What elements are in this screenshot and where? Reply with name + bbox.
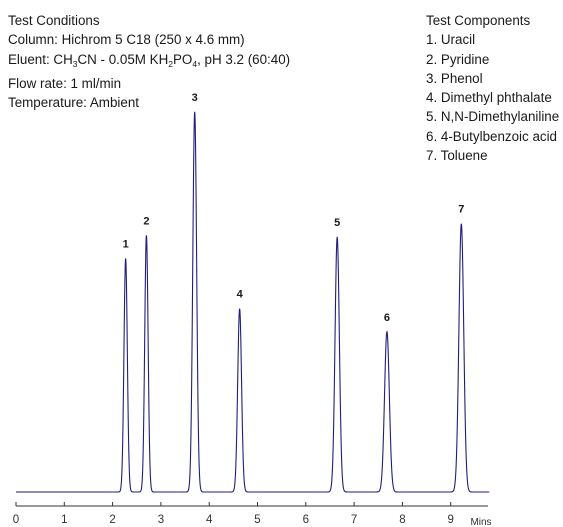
x-tick-label: 3 <box>158 514 164 526</box>
component-4: 4. Dimethyl phthalate <box>426 90 552 106</box>
components-title: Test Components <box>426 13 531 28</box>
eluent-spec: Eluent: CH3CN - 0.05M KH2PO4, pH 3.2 (60… <box>8 51 291 69</box>
x-tick-label: 8 <box>399 514 405 526</box>
peak-label-2: 2 <box>143 215 149 227</box>
peak-label-1: 1 <box>123 238 129 250</box>
component-6: 6. 4-Butylbenzoic acid <box>426 128 558 144</box>
x-axis-unit-label: Mins <box>470 517 491 527</box>
component-5: 5. N,N-Dimethylaniline <box>426 109 560 125</box>
x-tick-label: 9 <box>447 514 453 526</box>
conditions-title: Test Conditions <box>8 13 100 28</box>
x-tick-label: 1 <box>61 514 67 526</box>
peak-label-6: 6 <box>384 312 390 324</box>
temperature: Temperature: Ambient <box>8 95 139 111</box>
column-spec: Column: Hichrom 5 C18 (250 x 4.6 mm) <box>8 32 245 48</box>
peak-label-5: 5 <box>334 217 340 229</box>
component-1: 1. Uracil <box>426 32 476 48</box>
test-components: Test Components 1. Uracil 2. Pyridine 3.… <box>426 11 559 165</box>
x-tick-label: 5 <box>254 514 260 526</box>
peak-label-3: 3 <box>192 92 198 104</box>
flow-rate: Flow rate: 1 ml/min <box>8 75 122 91</box>
component-2: 2. Pyridine <box>426 51 490 67</box>
peak-label-7: 7 <box>458 204 464 216</box>
x-tick-label: 4 <box>206 514 213 526</box>
peak-label-4: 4 <box>237 289 244 301</box>
x-tick-label: 2 <box>109 514 115 526</box>
x-tick-label: 6 <box>303 514 309 526</box>
x-axis: 0 1 2 3 4 5 6 7 8 9 Mins <box>13 502 492 527</box>
x-tick-label: 7 <box>351 514 357 526</box>
x-tick-label: 0 <box>13 514 19 526</box>
component-7: 7. Toluene <box>426 148 488 164</box>
test-conditions: Test Conditions Column: Hichrom 5 C18 (2… <box>8 11 290 112</box>
peak-labels: 1 2 3 4 5 6 7 <box>123 92 465 324</box>
component-3: 3. Phenol <box>426 70 483 86</box>
chromatogram-trace <box>16 111 490 493</box>
